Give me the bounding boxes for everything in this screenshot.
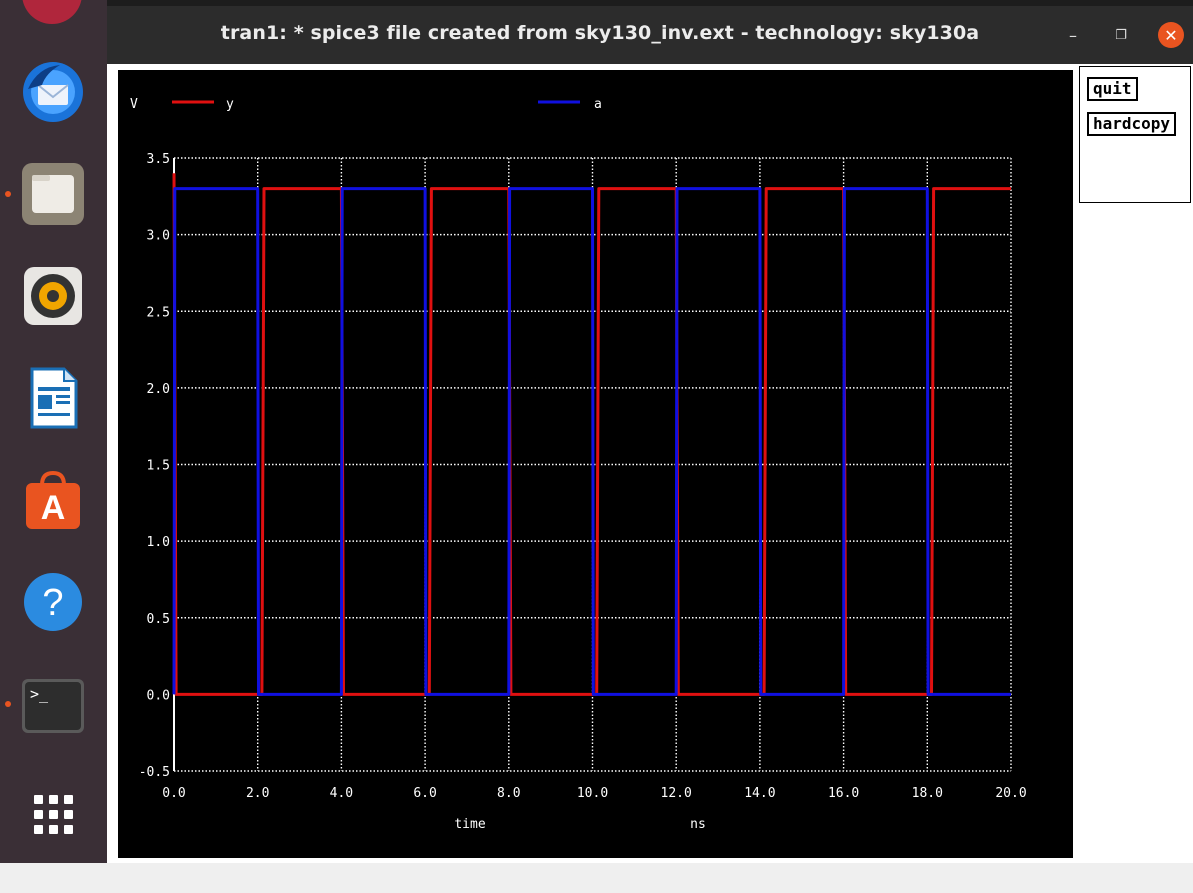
legend-label-a: a [594, 97, 602, 112]
quit-button[interactable]: quit [1087, 77, 1138, 101]
y-tick-label: 0.0 [147, 688, 170, 703]
show-apps-icon[interactable] [19, 780, 87, 848]
terminal-glyph: >_ [30, 685, 49, 703]
x-tick-label: 6.0 [413, 786, 436, 801]
files-icon[interactable] [19, 160, 87, 228]
waveform-plot: y a 0.0 2.0 4.0 6.0 8.0 10.0 12.0 14.0 16.0 18.0 20… [130, 97, 1027, 832]
files-running-indicator [5, 191, 11, 197]
legend-label-y: y [226, 97, 234, 112]
x-tick-label: 20.0 [995, 786, 1026, 801]
desktop-bottom-strip [0, 863, 1193, 893]
dock-top-partial-icon[interactable] [22, 0, 82, 24]
y-tick-label: -0.5 [139, 765, 170, 780]
ubuntu-dock: A ? >_ [0, 0, 107, 863]
x-tick-label: 2.0 [246, 786, 269, 801]
y-tick-label: 3.5 [147, 152, 170, 167]
y-axis-label: V [130, 97, 138, 112]
command-panel: quit hardcopy [1079, 66, 1191, 203]
x-axis-unit: ns [690, 817, 706, 832]
x-tick-label: 4.0 [330, 786, 353, 801]
x-tick-label: 10.0 [577, 786, 608, 801]
plot-area[interactable]: y a 0.0 2.0 4.0 6.0 8.0 10.0 12.0 14.0 16.0 18.0 20… [118, 70, 1073, 858]
window-title: tran1: * spice3 file created from sky130… [220, 22, 980, 44]
thunderbird-icon[interactable] [19, 58, 87, 126]
x-tick-label: 12.0 [661, 786, 692, 801]
y-tick-label: 3.0 [147, 229, 170, 244]
terminal-icon[interactable]: >_ [19, 670, 87, 738]
window-content: y a 0.0 2.0 4.0 6.0 8.0 10.0 12.0 14.0 16.0 18.0 20… [107, 64, 1193, 863]
software-center-icon[interactable]: A [19, 466, 87, 534]
y-tick-label: 1.5 [147, 459, 170, 474]
help-icon[interactable]: ? [19, 568, 87, 636]
maximize-button[interactable]: ❐ [1115, 27, 1127, 43]
libreoffice-writer-icon[interactable] [19, 364, 87, 432]
terminal-running-indicator [5, 701, 11, 707]
y-tick-label: 2.5 [147, 305, 170, 320]
x-tick-label: 16.0 [828, 786, 859, 801]
software-center-glyph: A [41, 489, 66, 527]
y-tick-label: 2.0 [147, 382, 170, 397]
x-tick-label: 14.0 [744, 786, 775, 801]
x-tick-label: 8.0 [497, 786, 520, 801]
y-tick-label: 1.0 [147, 535, 170, 550]
help-glyph: ? [42, 582, 63, 624]
series-line-a [172, 187, 1011, 696]
x-axis-label: time [454, 817, 485, 832]
window-titlebar[interactable]: tran1: * spice3 file created from sky130… [107, 0, 1193, 64]
rhythmbox-icon[interactable] [19, 262, 87, 330]
x-tick-label: 0.0 [162, 786, 185, 801]
close-button[interactable]: ✕ [1158, 22, 1184, 48]
minimize-button[interactable]: – [1069, 25, 1077, 45]
x-tick-label: 18.0 [912, 786, 943, 801]
hardcopy-button[interactable]: hardcopy [1087, 112, 1177, 136]
y-tick-label: 0.5 [147, 612, 170, 627]
